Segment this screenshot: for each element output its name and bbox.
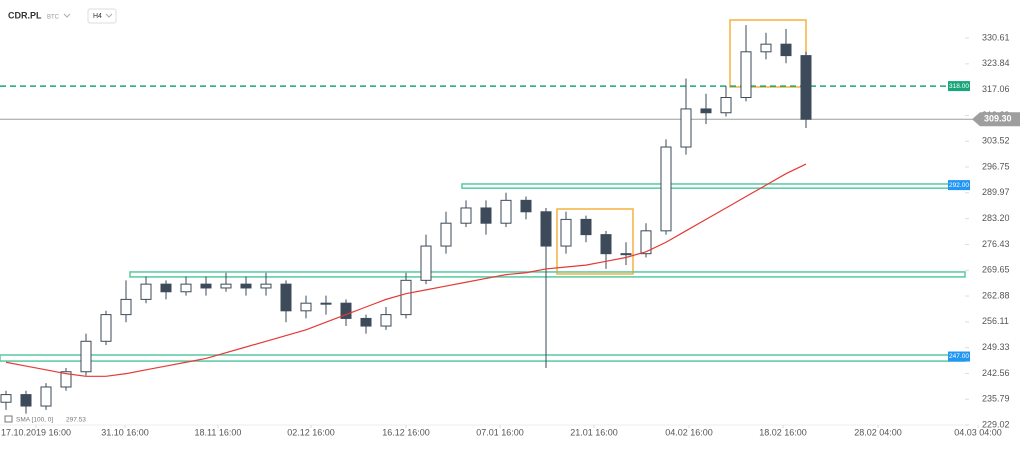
level-label: 318.00 [949, 83, 969, 90]
candle-body [580, 218, 592, 236]
candle-body [340, 302, 352, 319]
candle-body [40, 386, 52, 407]
timeframe-box[interactable] [87, 8, 117, 24]
y-tick-label: 323.84 [982, 58, 1010, 68]
x-tick-label: 04.02 16:00 [665, 427, 713, 437]
candle-body [600, 234, 612, 255]
y-tick-label: 229.02 [982, 419, 1010, 429]
x-tick-label: 31.10 16:00 [101, 427, 149, 437]
candle-body [520, 199, 532, 213]
candle-body [420, 245, 432, 281]
x-tick-label: 21.01 16:00 [570, 427, 618, 437]
candle-body [800, 55, 812, 120]
candle-body [380, 314, 392, 327]
y-tick-label: 262.88 [982, 290, 1010, 300]
y-tick-label: 276.43 [982, 239, 1010, 249]
zone [129, 271, 966, 278]
candle-body [560, 218, 572, 247]
candle-body [180, 283, 192, 293]
symbol-sub: BTC [47, 15, 60, 21]
candle-body [260, 283, 272, 289]
y-tick-label: 256.11 [982, 316, 1009, 326]
dropdown-arrow[interactable] [63, 13, 71, 18]
y-tick-label: 296.75 [982, 161, 1010, 171]
dropdown-arrow[interactable] [105, 13, 113, 18]
x-tick-label: 07.01 16:00 [476, 427, 524, 437]
level-tag [948, 81, 970, 92]
candle-body [400, 279, 412, 316]
candle-body [620, 253, 632, 256]
candle-body [360, 317, 372, 327]
candle-body [640, 230, 652, 255]
candle-body [320, 302, 332, 305]
candle-body [440, 222, 452, 247]
candle-body [720, 97, 732, 114]
x-tick-label: 18.02 16:00 [759, 427, 807, 437]
candle-body [200, 283, 212, 289]
x-tick-label: 18.11 16:00 [195, 427, 242, 437]
highlight-box [556, 208, 634, 275]
price-label: 309.30 [984, 114, 1012, 124]
candle-body [500, 199, 512, 224]
candle-body [220, 283, 232, 289]
x-tick-label: 28.02 04:00 [854, 427, 902, 437]
sma-line [5, 163, 807, 377]
candle-body [100, 314, 112, 342]
y-tick-label: 317.06 [982, 84, 1010, 94]
zone-tag [948, 351, 970, 362]
x-tick-label: 17.10.2019 16:00 [1, 427, 71, 437]
candle-body [480, 207, 492, 224]
y-tick-label: 242.56 [982, 368, 1010, 378]
candle-body [660, 146, 672, 232]
candle-body [460, 207, 472, 224]
y-tick-label: 303.52 [982, 136, 1010, 146]
zone-tag [948, 180, 970, 191]
candle-body [280, 283, 292, 312]
y-tick-label: 249.33 [982, 342, 1010, 352]
legend-value: 297.53 [66, 417, 86, 424]
candle-body [120, 298, 132, 316]
candle-body [160, 283, 172, 293]
candle-body [80, 340, 92, 373]
candle-body [240, 283, 252, 289]
candle-body [780, 43, 792, 57]
candle-body [680, 108, 692, 148]
candle-body [60, 371, 72, 388]
candle-body [700, 108, 712, 114]
x-tick-label: 16.12 16:00 [382, 427, 430, 437]
timeframe[interactable]: H4 [93, 13, 102, 20]
zone-label: 292.00 [949, 182, 969, 189]
indicator-icon [4, 415, 13, 423]
y-tick-label: 235.79 [982, 394, 1010, 404]
y-tick-label: 283.20 [982, 213, 1010, 223]
legend-name: SMA [100, 0] [16, 417, 53, 424]
y-tick-label: 330.61 [982, 32, 1010, 42]
candle-body [740, 51, 752, 99]
price-tag [972, 112, 1020, 127]
candle-body [0, 394, 12, 403]
y-tick-label: 289.97 [982, 187, 1010, 197]
candle-body [540, 211, 552, 247]
candle-body [20, 394, 32, 407]
x-tick-label: 02.12 16:00 [287, 427, 335, 437]
candle-body [300, 302, 312, 312]
candle-body [760, 43, 772, 53]
zone-label: 247.00 [949, 353, 969, 360]
x-tick-label: 04.03 04:00 [954, 427, 1002, 437]
candle-body [140, 283, 152, 300]
y-tick-label: 269.65 [982, 265, 1010, 275]
symbol[interactable]: CDR.PL [8, 10, 42, 20]
